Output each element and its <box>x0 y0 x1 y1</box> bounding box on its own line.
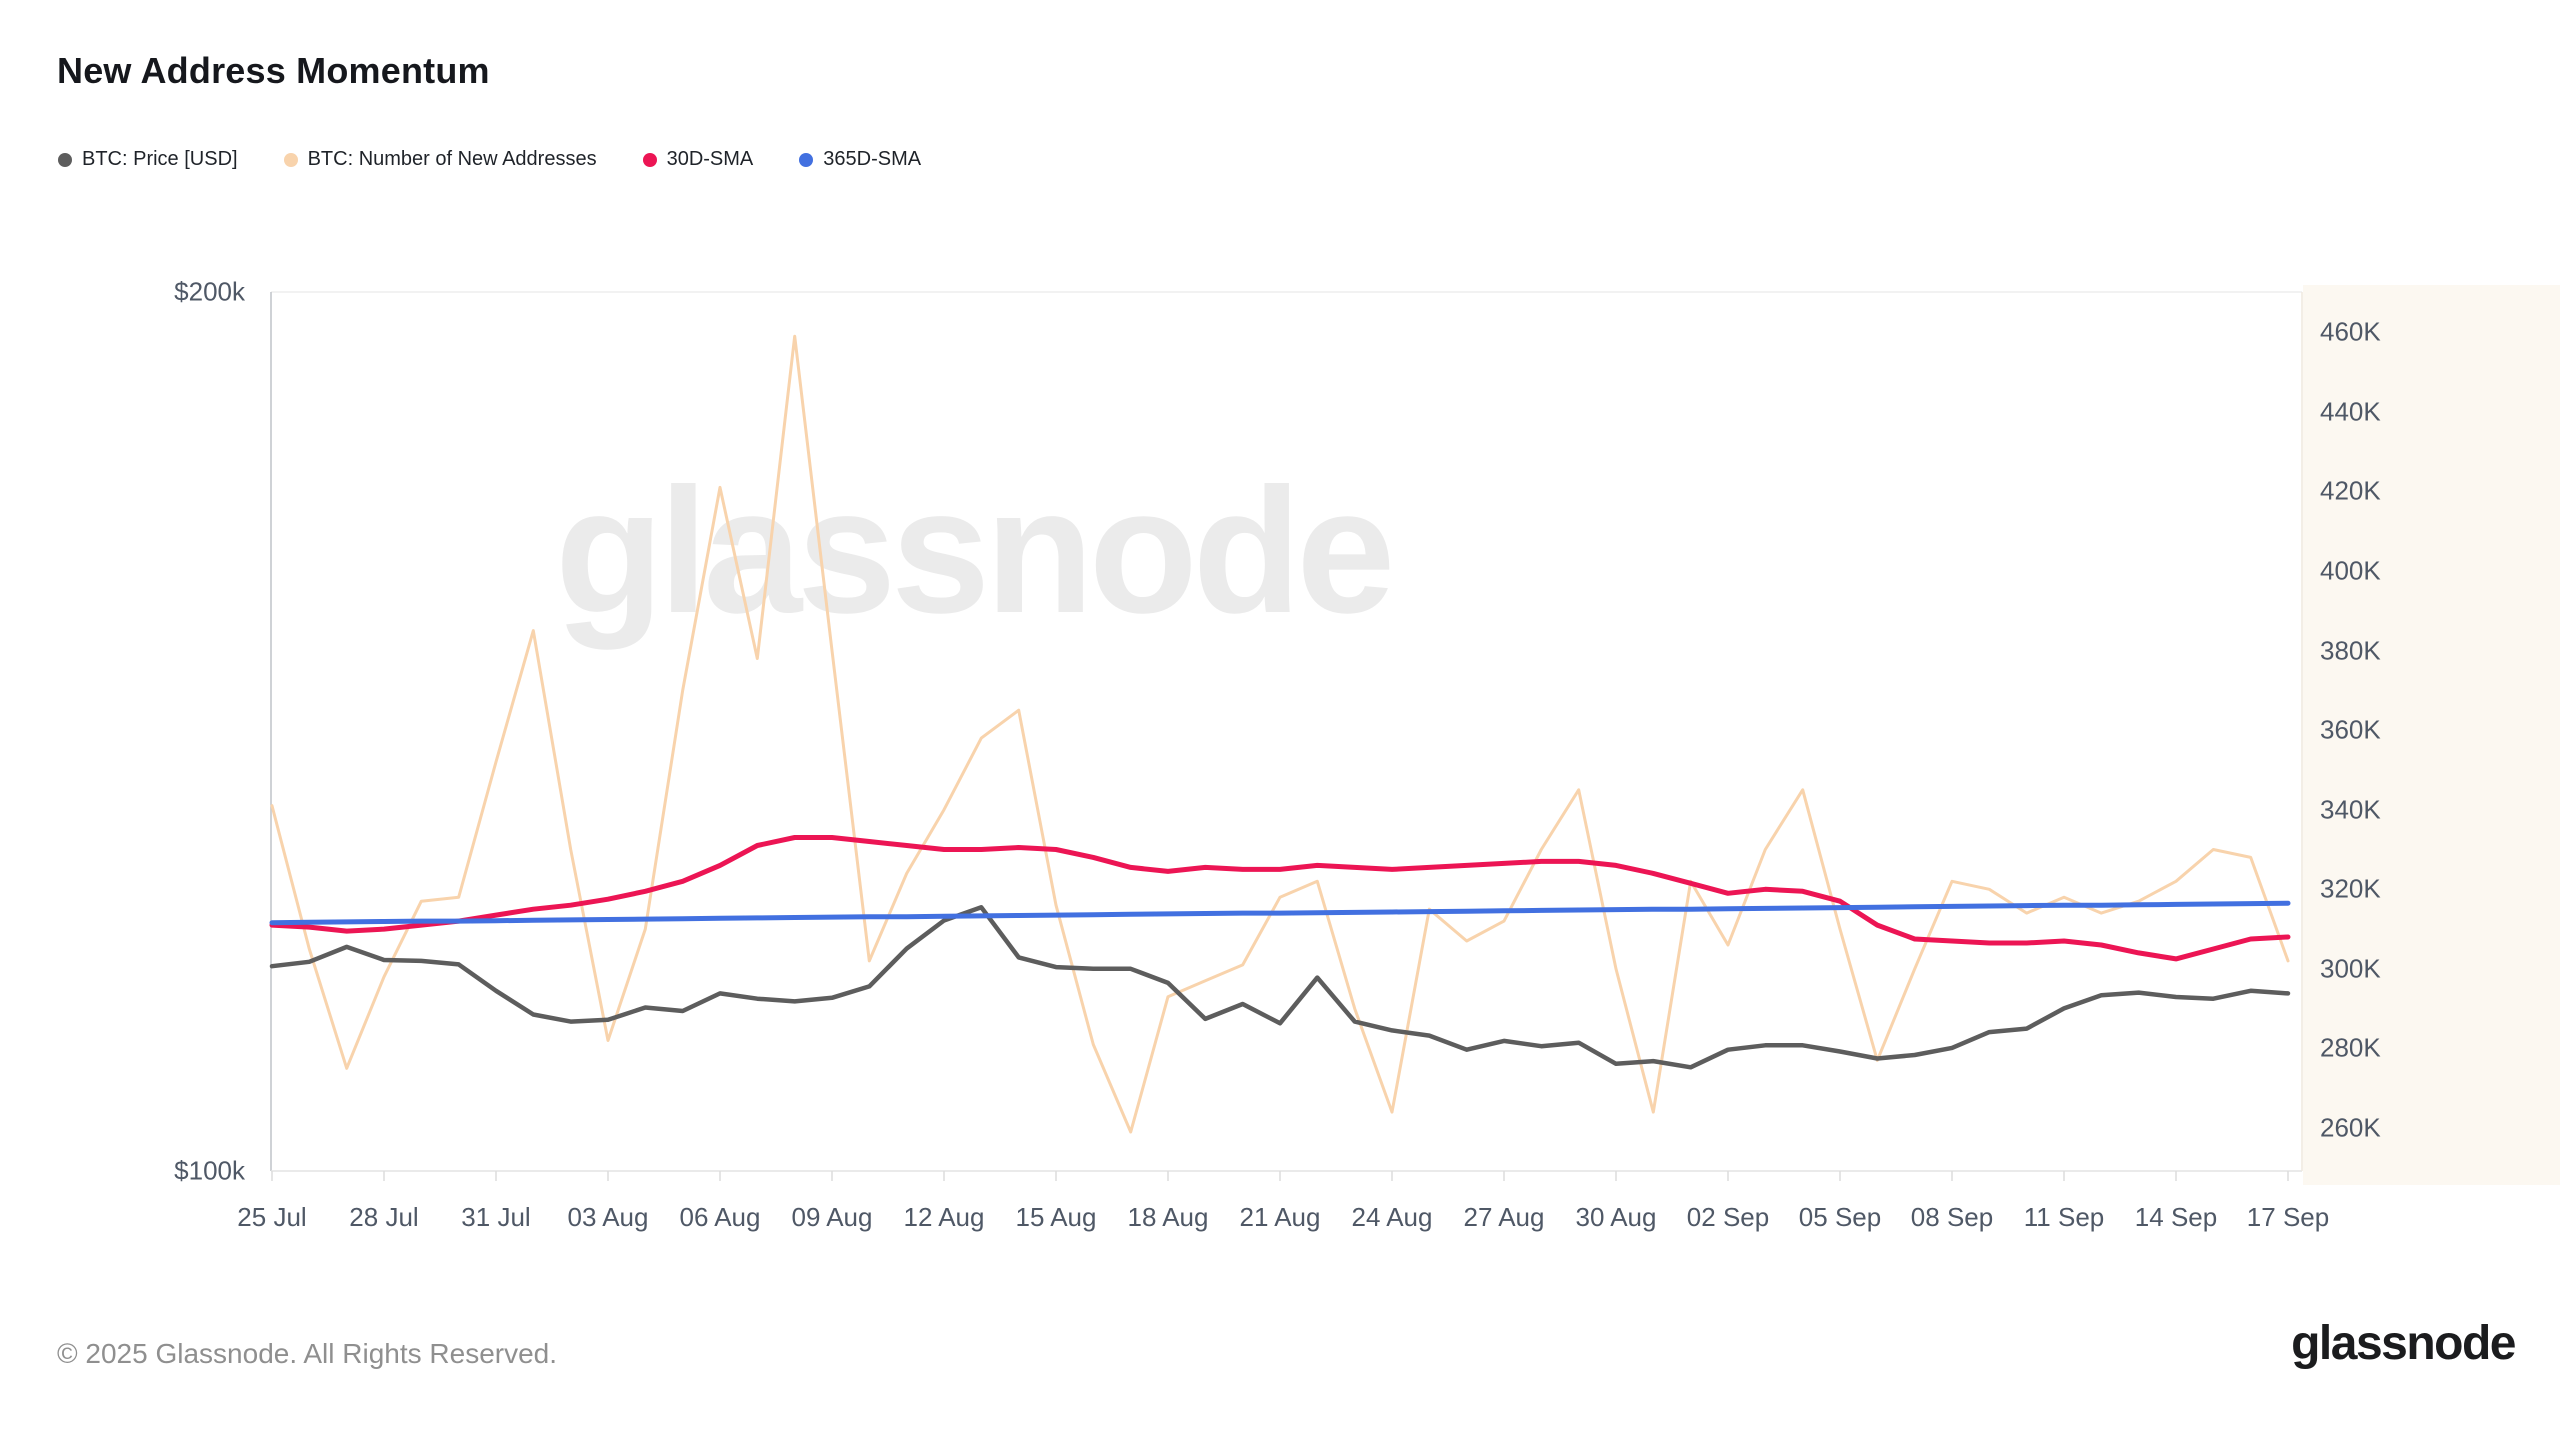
copyright-text: © 2025 Glassnode. All Rights Reserved. <box>57 1338 558 1369</box>
x-tick-label: 21 Aug <box>1239 1202 1321 1232</box>
sma365-series-dot-icon <box>799 152 814 167</box>
series-line-30d-sma[interactable] <box>269 835 2291 962</box>
chart-legend: BTC: Price [USD] BTC: Number of New Addr… <box>58 148 921 171</box>
x-tick-label: 31 Jul <box>461 1202 531 1232</box>
legend-item-new-addresses[interactable]: BTC: Number of New Addresses <box>283 148 597 171</box>
x-tick-label: 25 Jul <box>237 1202 307 1232</box>
x-tick-label: 30 Aug <box>1575 1202 1657 1232</box>
y-right-label: 260K <box>2320 1112 2381 1143</box>
glassnode-logo: glassnode <box>2291 1317 2516 1370</box>
x-tick-label: 17 Sep <box>2246 1202 2330 1232</box>
x-tick-label: 24 Aug <box>1351 1202 1433 1232</box>
y-right-label: 300K <box>2320 953 2381 984</box>
x-tick-label: 06 Aug <box>679 1202 761 1232</box>
price-series-dot-icon <box>58 152 72 167</box>
new-addresses-series-dot-icon <box>283 152 298 167</box>
x-tick-label: 09 Aug <box>791 1202 873 1232</box>
y-right-label: 360K <box>2320 714 2381 745</box>
x-tick-label: 18 Aug <box>1127 1202 1209 1232</box>
page-title: New Address Momentum <box>57 50 490 91</box>
right-axis-panel <box>2303 285 2560 1185</box>
y-left-label: $200k <box>174 276 245 307</box>
x-tick-label: 28 Jul <box>349 1202 419 1232</box>
y-right-label: 420K <box>2320 475 2381 506</box>
legend-item-365d-sma[interactable]: 365D-SMA <box>799 148 921 171</box>
series-line-btc-price-usd-[interactable] <box>269 905 2291 1070</box>
y-right-label: 400K <box>2320 555 2381 586</box>
x-tick-label: 08 Sep <box>1910 1202 1994 1232</box>
y-right-label: 440K <box>2320 396 2381 427</box>
price-and-addresses-line-chart[interactable] <box>0 0 2560 1280</box>
series-line-365d-sma[interactable] <box>269 900 2291 926</box>
sma30-series-dot-icon <box>642 152 657 167</box>
x-tick-label: 14 Sep <box>2134 1202 2218 1232</box>
x-tick-label: 12 Aug <box>903 1202 985 1232</box>
series-line-btc-number-of-new-addresses[interactable] <box>270 334 2290 1134</box>
y-right-label: 280K <box>2320 1032 2381 1063</box>
x-tick-label: 15 Aug <box>1015 1202 1097 1232</box>
y-right-label: 380K <box>2320 635 2381 666</box>
x-tick-label: 02 Sep <box>1686 1202 1770 1232</box>
y-right-label: 460K <box>2320 316 2381 347</box>
y-right-label: 340K <box>2320 794 2381 825</box>
y-left-label: $100k <box>174 1155 245 1186</box>
legend-item-30d-sma[interactable]: 30D-SMA <box>642 148 753 171</box>
legend-item-btc-price[interactable]: BTC: Price [USD] <box>58 148 238 171</box>
x-tick-label: 11 Sep <box>2023 1202 2105 1232</box>
x-tick-label: 27 Aug <box>1463 1202 1545 1232</box>
x-tick-label: 05 Sep <box>1798 1202 1882 1232</box>
y-right-label: 320K <box>2320 873 2381 904</box>
x-tick-label: 03 Aug <box>567 1202 649 1232</box>
